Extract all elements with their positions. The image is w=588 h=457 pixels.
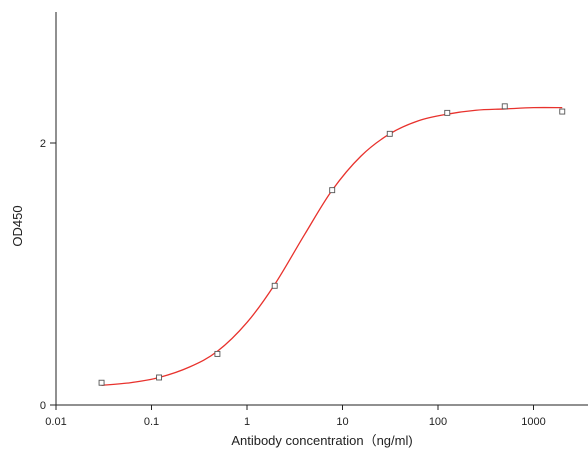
x-tick-label: 1 xyxy=(244,416,250,428)
data-point xyxy=(559,108,566,115)
y-tick-label: 2 xyxy=(40,138,46,150)
data-point xyxy=(386,130,393,137)
x-ticks: 0.01 0.1 1 10 100 1000 xyxy=(45,405,546,428)
x-tick-label: 10 xyxy=(336,416,348,428)
data-point xyxy=(98,379,105,386)
x-tick-label: 1000 xyxy=(521,416,545,428)
data-point xyxy=(271,282,278,289)
x-tick-label: 0.01 xyxy=(45,416,66,428)
data-point xyxy=(501,103,508,110)
fit-curve-line xyxy=(101,106,563,386)
x-tick-label: 100 xyxy=(429,416,447,428)
y-tick-label: 0 xyxy=(40,400,46,412)
data-point xyxy=(444,109,451,116)
x-tick-label: 0.1 xyxy=(144,416,159,428)
y-ticks: 02 xyxy=(40,138,56,412)
data-point xyxy=(329,187,336,194)
data-point xyxy=(214,350,221,357)
series-layer xyxy=(98,103,566,386)
data-point xyxy=(156,374,163,381)
y-axis-title: OD450 xyxy=(10,205,25,246)
x-axis-title: Antibody concentration（ng/ml) xyxy=(231,433,412,448)
axes xyxy=(55,12,588,406)
